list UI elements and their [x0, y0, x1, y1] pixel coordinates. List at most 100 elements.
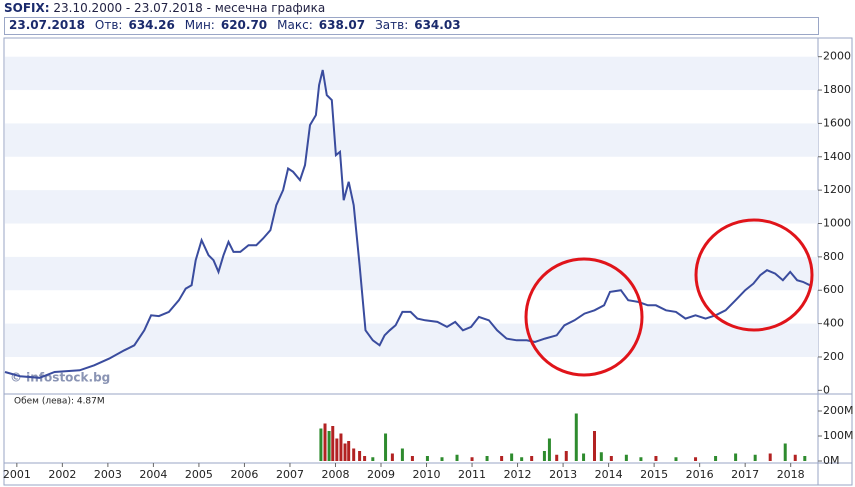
- volume-bar: [654, 456, 658, 461]
- volume-bar: [714, 456, 718, 461]
- x-tick-label: 2011: [458, 468, 486, 481]
- volume-bar: [400, 448, 404, 461]
- volume-bar: [319, 428, 323, 461]
- volume-bar: [555, 454, 559, 461]
- volume-bar: [335, 438, 339, 461]
- volume-bar: [343, 443, 347, 461]
- x-tick-label: 2006: [230, 468, 258, 481]
- volume-bar: [582, 453, 586, 461]
- volume-bar: [500, 456, 504, 461]
- y-tick-label: 400: [823, 317, 844, 330]
- volume-bar: [323, 423, 327, 461]
- y-tick-label: 2000: [823, 50, 851, 63]
- stat-value: 620.70: [220, 18, 268, 32]
- volume-bar: [674, 457, 678, 461]
- volume-bar: [371, 457, 375, 461]
- subtitle: 23.10.2000 - 23.07.2018 - месечна график…: [53, 1, 326, 15]
- volume-bar: [470, 457, 474, 461]
- volume-bar: [783, 443, 787, 461]
- volume-bar: [574, 413, 578, 461]
- grid-band: [5, 123, 818, 157]
- volume-bar: [768, 453, 772, 461]
- volume-bar: [510, 453, 514, 461]
- highlight-circle: [524, 257, 644, 377]
- x-tick-label: 2008: [321, 468, 349, 481]
- grid-band: [5, 256, 818, 291]
- x-tick-label: 2001: [3, 468, 31, 481]
- volume-bar: [624, 454, 628, 461]
- x-tick-label: 2004: [139, 468, 167, 481]
- volume-bar: [440, 457, 444, 461]
- y-tick-label: 800: [823, 250, 844, 263]
- x-tick-label: 2016: [686, 468, 714, 481]
- volume-bar: [592, 431, 596, 461]
- x-tick-label: 2013: [549, 468, 577, 481]
- x-tick-label: 2002: [48, 468, 76, 481]
- y-tick-label: 0: [823, 383, 830, 396]
- y-tick-label: 200M: [823, 404, 854, 417]
- stat-value: 634.26: [128, 18, 175, 32]
- x-tick-label: 2007: [276, 468, 304, 481]
- y-tick-label: 100M: [823, 429, 854, 442]
- x-tick-label: 2017: [731, 468, 759, 481]
- stat-label: Макс:: [277, 18, 313, 32]
- price-line: [4, 69, 811, 379]
- volume-bar: [694, 457, 698, 461]
- volume-bar: [803, 456, 807, 461]
- symbol: SOFIX:: [4, 1, 50, 15]
- stat-value: 634.03: [414, 18, 461, 32]
- volume-bar: [485, 456, 489, 461]
- info-bar: 23.07.2018 Отв: 634.26 Мин: 620.70 Макс: 638.0…: [4, 17, 819, 35]
- stat-label: Мин:: [184, 18, 215, 32]
- volume-bar: [753, 454, 757, 461]
- volume-bar: [609, 456, 613, 461]
- stat-label: Затв:: [375, 18, 409, 32]
- grid-band: [5, 190, 818, 224]
- x-tick-label: 2009: [367, 468, 395, 481]
- volume-bar: [547, 438, 551, 461]
- x-tick-label: 2012: [504, 468, 532, 481]
- volume-bar: [339, 433, 343, 461]
- watermark: © infostock.bg: [10, 371, 110, 385]
- date: 23.07.2018: [9, 18, 85, 32]
- x-tick-label: 2014: [595, 468, 623, 481]
- grid-band: [5, 56, 818, 91]
- x-tick-label: 2018: [777, 468, 805, 481]
- volume-bar: [530, 456, 534, 461]
- volume-bar: [734, 453, 738, 461]
- volume-bar: [425, 456, 429, 461]
- volume-bar: [599, 452, 603, 461]
- volume-bar: [639, 457, 643, 461]
- volume-bar: [363, 456, 367, 461]
- volume-bar: [358, 451, 362, 461]
- volume-bar: [390, 453, 394, 461]
- header: SOFIX: 23.10.2000 - 23.07.2018 - месечна…: [4, 1, 325, 15]
- y-tick-label: 1800: [823, 83, 851, 96]
- y-tick-label: 1400: [823, 150, 851, 163]
- volume-bar: [352, 448, 356, 461]
- y-tick-label: 1200: [823, 183, 851, 196]
- x-tick-label: 2003: [94, 468, 122, 481]
- volume-bar: [564, 451, 568, 461]
- x-tick-label: 2005: [185, 468, 213, 481]
- volume-bar: [455, 454, 459, 461]
- volume-bar: [542, 451, 546, 461]
- volume-bar: [347, 441, 351, 461]
- highlight-circle: [694, 218, 814, 332]
- y-tick-label: 600: [823, 283, 844, 296]
- volume-title: Обем (лева): 4.87M: [14, 397, 105, 407]
- volume-bar: [520, 457, 524, 461]
- volume-bar: [327, 431, 331, 461]
- volume-bar: [331, 426, 335, 461]
- volume-bar: [410, 456, 414, 461]
- volume-bar: [793, 454, 797, 461]
- volume-bar: [384, 433, 388, 461]
- y-tick-label: 200: [823, 350, 844, 363]
- stat-value: 638.07: [318, 18, 366, 32]
- stat-label: Отв:: [94, 18, 123, 32]
- y-tick-label: 1600: [823, 116, 851, 129]
- y-tick-label: 1000: [823, 217, 851, 230]
- x-tick-label: 2015: [640, 468, 668, 481]
